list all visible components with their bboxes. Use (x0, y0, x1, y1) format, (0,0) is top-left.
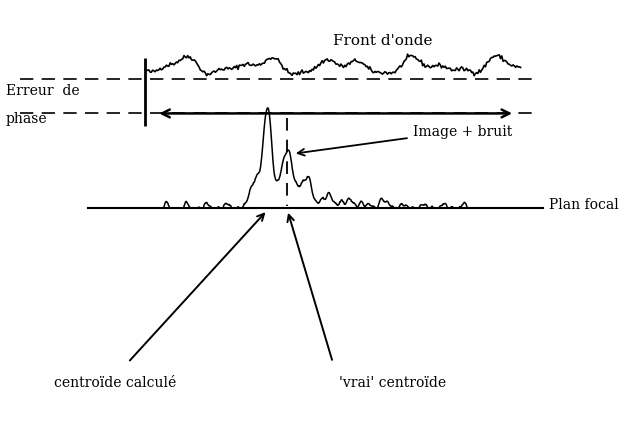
Text: Erreur  de: Erreur de (6, 84, 79, 98)
Text: centroïde calculé: centroïde calculé (54, 375, 176, 389)
Text: phase: phase (6, 112, 48, 126)
Text: 'vrai' centroïde: 'vrai' centroïde (339, 375, 446, 389)
Text: Plan focal: Plan focal (549, 197, 619, 211)
Text: Image + bruit: Image + bruit (298, 124, 512, 156)
Text: Front d'onde: Front d'onde (333, 34, 432, 48)
